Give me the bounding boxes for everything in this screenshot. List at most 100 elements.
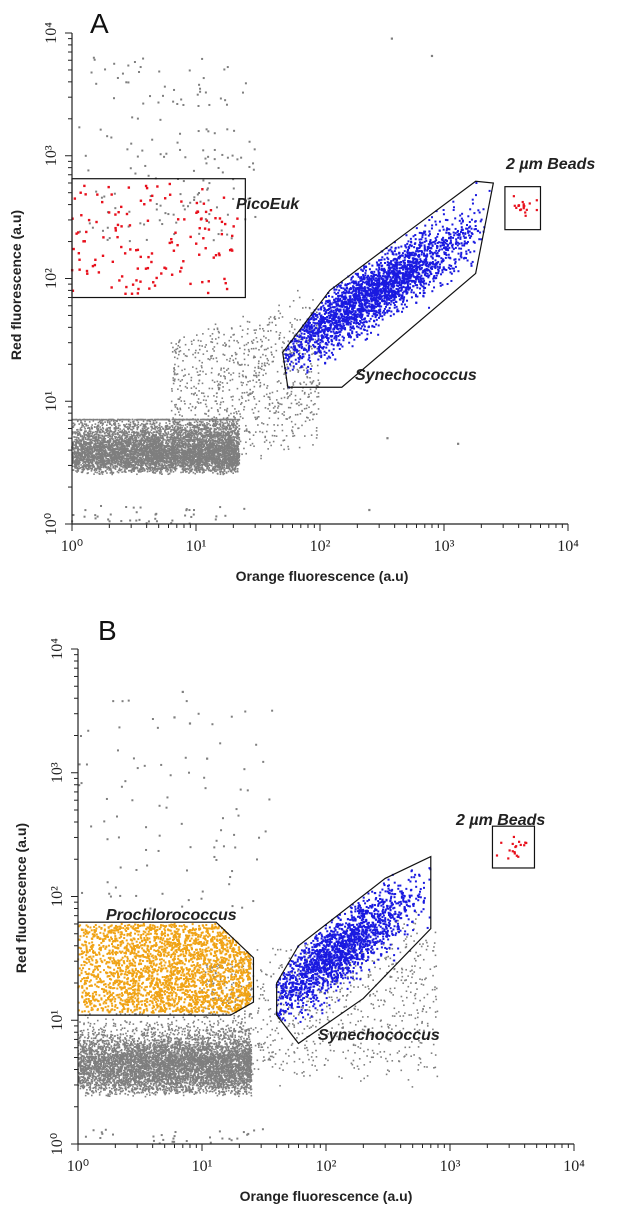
event-dot <box>141 423 143 425</box>
panel-a-letter: A <box>90 8 109 39</box>
event-dot <box>118 430 120 432</box>
event-dot <box>131 429 133 431</box>
event-dot <box>220 425 222 427</box>
event-dot <box>80 464 82 466</box>
event-dot <box>202 421 204 423</box>
event-dot <box>220 429 222 431</box>
event-dot <box>171 469 173 471</box>
event-dot <box>222 474 224 476</box>
event-dot <box>178 464 180 466</box>
event-dot <box>154 425 156 427</box>
event-dot <box>119 428 121 430</box>
event-dot <box>166 459 168 461</box>
event-dot <box>168 431 170 433</box>
event-dot <box>139 447 141 449</box>
event-dot <box>138 437 140 439</box>
event-dot <box>194 469 196 471</box>
event-dot <box>178 430 180 432</box>
event-dot <box>177 460 179 462</box>
event-dot <box>107 429 109 431</box>
event-dot <box>226 472 228 474</box>
event-dot <box>136 473 138 475</box>
event-dot <box>185 468 187 470</box>
event-dot <box>112 433 114 435</box>
event-dot <box>148 464 150 466</box>
event-dot <box>107 436 109 438</box>
event-dot <box>205 452 207 454</box>
event-dot <box>222 428 224 430</box>
event-dot <box>76 461 78 463</box>
event-dot <box>236 421 238 423</box>
event-dot <box>233 438 235 440</box>
event-dot <box>115 437 117 439</box>
event-dot <box>80 467 82 469</box>
event-dot <box>123 471 125 473</box>
event-dot <box>133 423 135 425</box>
event-dot <box>195 444 197 446</box>
event-dot <box>157 468 159 470</box>
event-dot <box>171 444 173 446</box>
event-dot <box>199 457 201 459</box>
event-dot <box>97 456 99 458</box>
event-dot <box>91 424 93 426</box>
event-dot <box>118 423 120 425</box>
event-dot <box>106 468 108 470</box>
event-dot <box>205 469 207 471</box>
event-dot <box>78 433 80 435</box>
event-dot <box>162 450 164 452</box>
event-dot <box>111 425 113 427</box>
event-dot <box>180 472 182 474</box>
event-dot <box>161 463 163 465</box>
event-dot <box>155 430 157 432</box>
event-dot <box>108 466 110 468</box>
event-dot <box>78 437 80 439</box>
event-dot <box>200 459 202 461</box>
panel-a-points <box>71 38 538 525</box>
event-dot <box>74 439 76 441</box>
event-dot <box>127 428 129 430</box>
event-dot <box>89 433 91 435</box>
event-dot <box>83 433 85 435</box>
event-dot <box>133 444 135 446</box>
event-dot <box>160 431 162 433</box>
event-dot <box>153 431 155 433</box>
event-dot <box>114 431 116 433</box>
event-dot <box>186 436 188 438</box>
event-dot <box>113 456 115 458</box>
event-dot <box>149 423 151 425</box>
event-dot <box>209 465 211 467</box>
event-dot <box>125 435 127 437</box>
event-dot <box>86 423 88 425</box>
event-dot <box>84 423 86 425</box>
event-dot <box>142 430 144 432</box>
event-dot <box>197 422 199 424</box>
event-dot <box>141 437 143 439</box>
event-dot <box>185 441 187 443</box>
event-dot <box>172 429 174 431</box>
event-dot <box>173 422 175 424</box>
event-dot <box>82 435 84 437</box>
event-dot <box>201 467 203 469</box>
event-dot <box>150 421 152 423</box>
event-dot <box>92 432 94 434</box>
event-dot <box>154 429 156 431</box>
event-dot <box>159 471 161 473</box>
event-dot <box>73 441 75 443</box>
event-dot <box>80 427 82 429</box>
event-dot <box>139 419 141 421</box>
event-dot <box>161 426 163 428</box>
event-dot <box>150 437 152 439</box>
event-dot <box>113 445 115 447</box>
event-dot <box>161 471 163 473</box>
event-dot <box>102 473 104 475</box>
event-dot <box>87 425 89 427</box>
event-dot <box>150 426 152 428</box>
event-dot <box>232 472 234 474</box>
event-dot <box>145 431 147 433</box>
event-dot <box>81 422 83 424</box>
event-dot <box>123 432 125 434</box>
event-dot <box>123 431 125 433</box>
event-dot <box>119 439 121 441</box>
event-dot <box>187 431 189 433</box>
